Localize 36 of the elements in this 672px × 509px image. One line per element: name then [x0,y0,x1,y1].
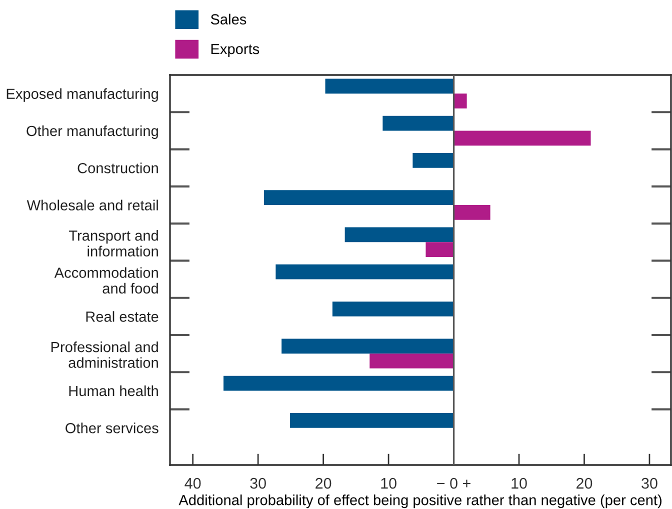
bar [332,302,454,316]
bar [454,130,591,146]
y-tick-label: Other manufacturing [26,125,158,140]
legend-label: Exports [211,44,260,58]
bar [454,205,490,220]
x-tick-label: 10 [381,478,396,489]
x-tick-label: 30 [250,478,266,489]
y-tick-label: Human health [69,385,158,396]
x-tick-label: 20 [576,478,592,489]
x-tick-label: 40 [184,478,201,489]
bar [282,338,454,354]
x-axis-title: Additional probability of effect being positive rather than negative (per cent) [178,494,662,508]
bar [325,78,454,94]
bar [264,190,454,205]
bar [370,354,454,368]
y-tick-label: Wholesale and retail [26,200,158,210]
y-tick-label: Accommodation and food [54,267,158,294]
bar [412,153,454,168]
bar [223,376,454,391]
y-tick-label: Transport and information [68,230,158,256]
bar [454,94,467,108]
x-tick-label: 20 [316,478,332,489]
x-tick-label: 30 [642,478,658,489]
y-tick-label: Construction [78,162,158,174]
bar [290,413,454,428]
bar [426,242,454,257]
x-tick-label: 10 [512,478,527,489]
y-tick-label: Other services [66,422,158,434]
y-tick-label: Exposed manufacturing [6,88,158,102]
legend-label: Sales [210,14,246,24]
bar [344,227,454,242]
x-tick-label: − 0 + [437,478,470,489]
bar [276,264,454,280]
bar [382,116,454,131]
y-tick-label: Professional and administration [51,341,158,368]
y-tick-label: Real estate [86,311,158,322]
